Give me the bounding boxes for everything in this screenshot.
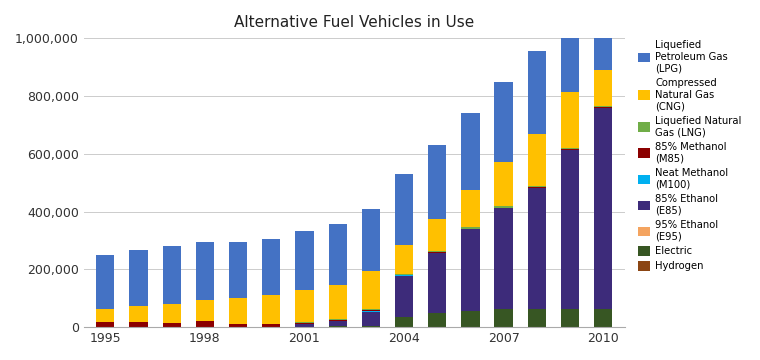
Bar (594, 70, 613, 106)
Bar (296, 322, 314, 323)
Bar (229, 242, 247, 298)
Bar (328, 224, 347, 285)
Bar (495, 162, 513, 206)
Bar (461, 229, 480, 311)
Bar (296, 231, 314, 290)
Bar (328, 320, 347, 321)
Bar (296, 323, 314, 324)
Bar (561, 91, 579, 148)
Bar (395, 174, 413, 245)
Bar (163, 246, 181, 304)
Title: Alternative Fuel Vehicles in Use: Alternative Fuel Vehicles in Use (234, 15, 474, 30)
Bar (495, 208, 513, 309)
Bar (495, 82, 513, 162)
Bar (395, 245, 413, 274)
Bar (296, 290, 314, 322)
Bar (527, 186, 546, 187)
Bar (428, 253, 446, 313)
Bar (97, 322, 115, 327)
Bar (428, 251, 446, 252)
Bar (395, 276, 413, 317)
Bar (129, 306, 147, 322)
Bar (362, 271, 380, 309)
Bar (328, 321, 347, 326)
Bar (594, 309, 613, 327)
Bar (262, 239, 280, 295)
Bar (594, 0, 613, 70)
Bar (196, 300, 214, 321)
Bar (163, 304, 181, 323)
Bar (495, 206, 513, 208)
Bar (362, 310, 380, 311)
Bar (262, 295, 280, 324)
Bar (97, 309, 115, 322)
Bar (428, 313, 446, 327)
Bar (461, 227, 480, 229)
Bar (461, 113, 480, 190)
Bar (461, 311, 480, 327)
Bar (561, 150, 579, 309)
Bar (163, 323, 181, 327)
Bar (97, 256, 115, 309)
Bar (594, 108, 613, 309)
Bar (395, 274, 413, 275)
Bar (527, 134, 546, 186)
Bar (362, 311, 380, 326)
Bar (594, 106, 613, 108)
Bar (296, 324, 314, 327)
Legend: Liquefied
Petroleum Gas
(LPG), Compressed
Natural Gas
(CNG), Liquefied Natural
G: Liquefied Petroleum Gas (LPG), Compresse… (635, 37, 745, 274)
Bar (561, 309, 579, 327)
Bar (527, 309, 546, 327)
Bar (328, 319, 347, 320)
Bar (362, 309, 380, 310)
Bar (196, 242, 214, 300)
Bar (328, 285, 347, 319)
Bar (395, 317, 413, 327)
Bar (428, 145, 446, 219)
Bar (262, 324, 280, 327)
Bar (229, 298, 247, 324)
Bar (527, 51, 546, 134)
Bar (561, 6, 579, 91)
Bar (395, 275, 413, 276)
Bar (362, 326, 380, 327)
Bar (461, 190, 480, 227)
Bar (495, 309, 513, 327)
Bar (428, 219, 446, 251)
Bar (328, 326, 347, 327)
Bar (561, 148, 579, 149)
Bar (527, 188, 546, 309)
Bar (129, 250, 147, 306)
Bar (129, 322, 147, 327)
Bar (196, 321, 214, 327)
Bar (229, 324, 247, 327)
Bar (362, 209, 380, 271)
